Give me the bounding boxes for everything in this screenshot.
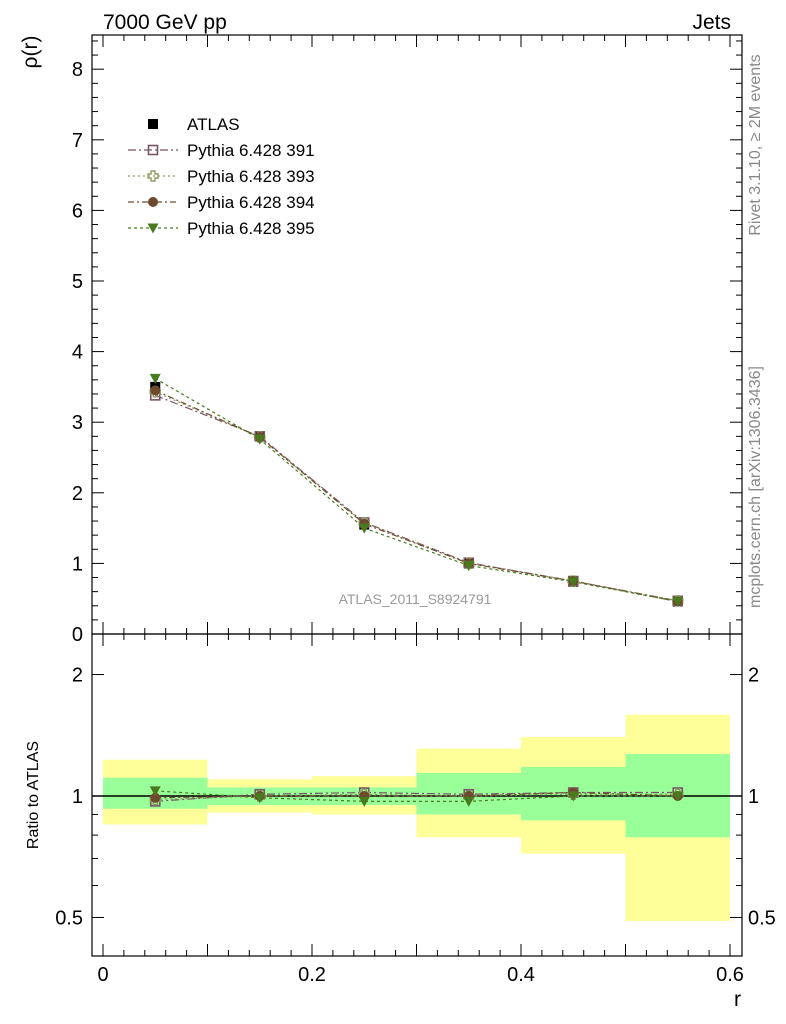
ratio-point (672, 791, 684, 802)
ratio-point (149, 786, 161, 797)
ratio-point (150, 792, 161, 803)
x-tick-label: 0 (97, 964, 108, 986)
legend-marker (148, 119, 158, 129)
legend: ATLAS Pythia 6.428 391 Pythia 6.428 393 Pyt… (128, 115, 315, 238)
x-axis-title: r (734, 988, 741, 1011)
main-y-tick-label: 1 (72, 553, 83, 575)
main-y-tick-label: 2 (72, 483, 83, 505)
main-point (567, 577, 579, 588)
ratio-y-tick-label-right: 2 (748, 665, 759, 687)
x-tick-label: 0.4 (507, 964, 535, 986)
main-point (149, 373, 161, 384)
legend-marker (147, 223, 159, 234)
legend-marker (147, 144, 159, 156)
mcplots-source-label: mcplots.cern.ch [arXiv:1306.3436] (747, 366, 764, 608)
legend-item: Pythia 6.428 391 (128, 141, 315, 160)
ratio-uncertainty-bands (103, 714, 730, 922)
main-y-tick-label: 7 (72, 130, 83, 152)
ratio-point (358, 796, 370, 807)
energy-label: 7000 GeV pp (103, 11, 227, 34)
ratio-line-pythia-6-428-394 (155, 791, 678, 799)
main-y-tick-label: 8 (72, 59, 83, 81)
main-y-axis-title: ρ(r) (19, 36, 42, 69)
main-y-tick-label: 0 (72, 624, 83, 646)
main-y-tick-label: 4 (72, 342, 83, 364)
main-panel-axes: 0 1 2 3 4 5 6 7 8 (72, 34, 743, 646)
main-line-pythia-6-428-394 (155, 389, 678, 603)
ratio-point (254, 793, 266, 804)
ratio-y-tick-label: 2 (72, 665, 83, 687)
legend-label: Pythia 6.428 394 (187, 193, 315, 212)
legend-label: Pythia 6.428 395 (187, 219, 315, 238)
main-y-tick-label: 5 (72, 271, 83, 293)
legend-marker (147, 170, 159, 182)
ratio-point (463, 796, 475, 807)
main-point (672, 597, 684, 608)
ratio-y-axis-title: Ratio to ATLAS (25, 741, 42, 849)
jets-label: Jets (692, 11, 731, 34)
ratio-panel-series (149, 786, 684, 807)
ratio-point (567, 791, 579, 802)
x-tick-label: 0.2 (298, 964, 326, 986)
main-point (150, 385, 161, 396)
legend-item: Pythia 6.428 394 (128, 193, 315, 212)
ratio-y-tick-label: 1 (72, 786, 83, 808)
main-line-pythia-6-428-395 (154, 377, 678, 603)
x-tick-label: 0.6 (716, 964, 744, 986)
legend-item: Pythia 6.428 395 (128, 219, 315, 238)
ratio-y-tick-label-right: 1 (748, 786, 759, 808)
ratio-line-pythia-6-428-393 (155, 793, 678, 801)
analysis-watermark: ATLAS_2011_S8924791 (339, 591, 492, 607)
main-point (254, 434, 266, 445)
rivet-version-label: Rivet 3.1.10, ≥ 2M events (747, 54, 764, 235)
ratio-y-tick-label-right: 0.5 (748, 907, 776, 929)
main-y-tick-label: 6 (72, 200, 83, 222)
main-point (463, 561, 475, 572)
main-point (358, 523, 370, 534)
legend-item: Pythia 6.428 393 (128, 167, 315, 186)
legend-label: Pythia 6.428 391 (187, 141, 315, 160)
legend-label: Pythia 6.428 393 (187, 167, 315, 186)
ratio-y-tick-label: 0.5 (55, 907, 83, 929)
legend-label: ATLAS (187, 115, 240, 134)
main-panel-series (149, 373, 684, 608)
legend-item: ATLAS (148, 115, 240, 134)
legend-marker (148, 197, 158, 207)
main-line-pythia-6-428-393 (155, 391, 678, 602)
ratio-panel-axes: 0.5 0.5 1 1 2 2 0 0.2 0.4 0.6 (55, 633, 776, 986)
main-y-tick-label: 3 (72, 412, 83, 434)
